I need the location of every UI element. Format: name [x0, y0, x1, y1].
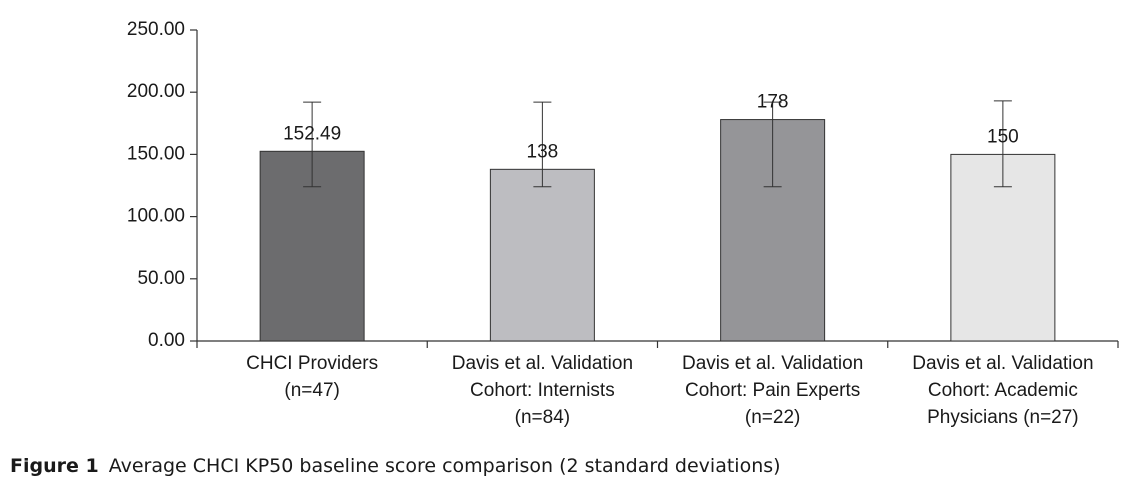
value-label: 152.49 [283, 123, 341, 144]
x-tick-label: Davis et al. Validation [682, 353, 863, 374]
error-bar [763, 101, 782, 188]
x-tick-label: CHCI Providers [246, 353, 378, 374]
y-tick-label: 0.00 [148, 330, 185, 351]
x-tick-label: Cohort: Internists [470, 380, 615, 401]
x-tick-label: Davis et al. Validation [912, 353, 1093, 374]
value-label: 150 [987, 126, 1019, 147]
y-tick-label: 200.00 [127, 81, 185, 102]
x-tick-label: Cohort: Pain Experts [685, 380, 860, 401]
x-tick-label: (n=84) [515, 407, 570, 428]
y-tick-label: 100.00 [127, 206, 185, 227]
y-tick-label: 50.00 [137, 268, 185, 289]
bar [489, 168, 595, 342]
x-tick-label: (n=47) [284, 380, 339, 401]
error-bar [993, 100, 1012, 188]
caption: Figure 1 Average CHCI KP50 baseline score… [10, 455, 781, 477]
x-tick-label: (n=22) [745, 407, 800, 428]
y-tick-label: 150.00 [127, 143, 185, 164]
error-bar [303, 101, 322, 188]
error-bar [533, 101, 552, 188]
x-tick-label: Davis et al. Validation [452, 353, 633, 374]
y-tick-label: 250.00 [127, 19, 185, 40]
x-tick-label: Physicians (n=27) [927, 407, 1079, 428]
value-label: 178 [757, 92, 789, 113]
caption-text: Average CHCI KP50 baseline score compari… [109, 455, 781, 477]
value-label: 138 [527, 141, 559, 162]
caption-label: Figure 1 [10, 455, 99, 477]
x-tick-label: Cohort: Academic [928, 380, 1078, 401]
